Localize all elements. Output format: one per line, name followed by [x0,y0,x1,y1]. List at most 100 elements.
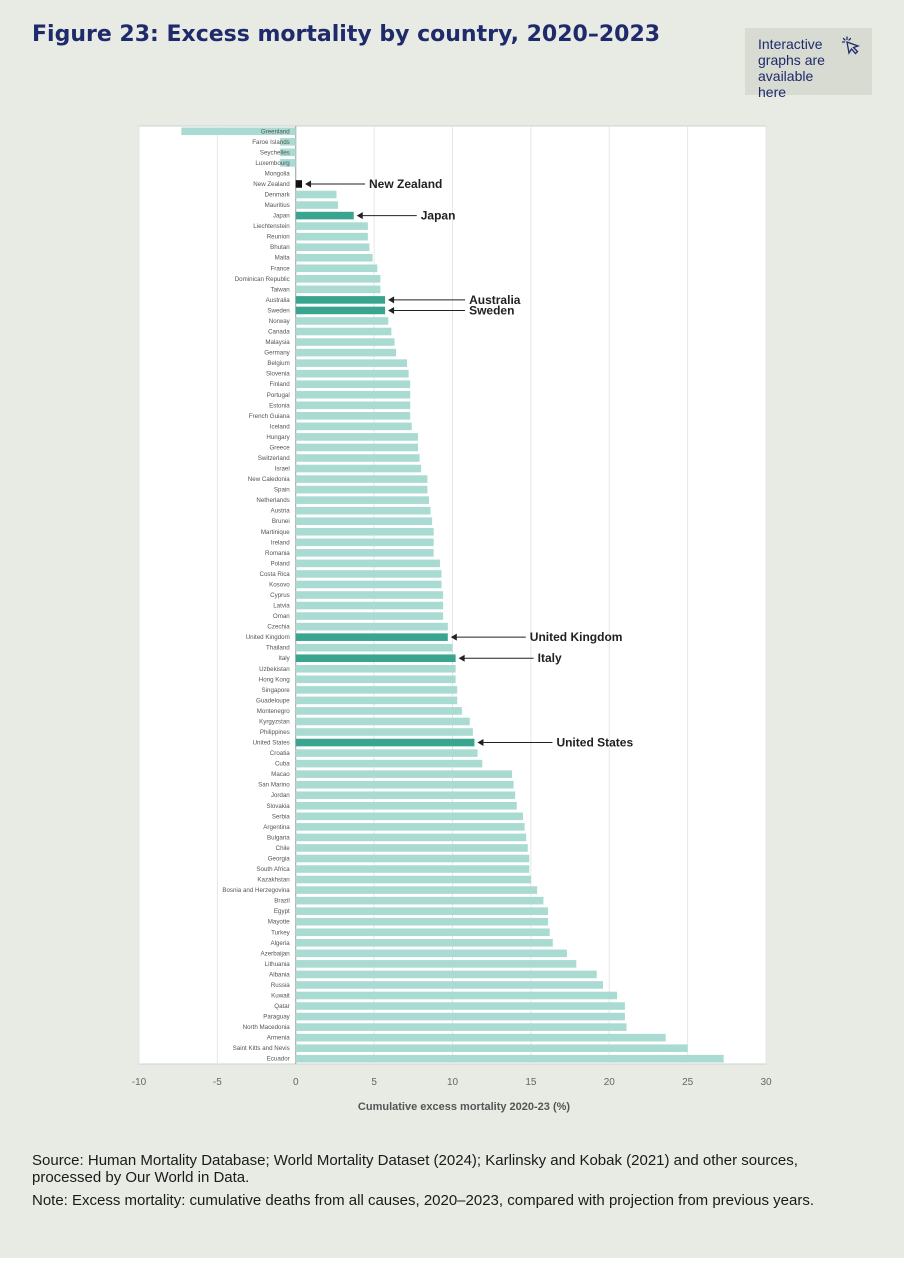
bar-latvia [295,601,444,610]
bar-albania [295,970,597,979]
category-label-guadeloupe: Guadeloupe [256,697,290,704]
annotation-label-sweden: Sweden [469,303,514,317]
bar-faroe-islands [280,138,296,146]
category-labels: Greenland Faroe Islands Seychelles Luxembou… [222,128,290,1062]
category-label-new-zealand: New Zealand [253,181,290,188]
bar-guadeloupe [295,696,458,705]
bar-czechia [295,622,448,631]
category-label-germany: Germany [264,350,290,357]
x-tick-labels: -10 -5 0 5 10 15 20 25 30 [132,1077,772,1088]
category-label-dominican-republic: Dominican Republic [235,276,290,283]
category-label-north-macedonia: North Macedonia [243,1024,291,1031]
bar-malta [295,253,373,262]
bar-north-macedonia [295,1023,627,1031]
bar-martinique [295,527,434,536]
category-label-hungary: Hungary [266,434,290,441]
category-label-costa-rica: Costa Rica [259,571,290,578]
category-label-ireland: Ireland [271,539,290,546]
bar-france [295,264,378,273]
bar-ireland [295,538,434,547]
category-label-algeria: Algeria [270,940,290,947]
annotation-label-italy: Italy [538,651,562,665]
annotation-arrow-united-states [477,739,484,747]
bar-armenia [295,1033,666,1042]
chart-container: Greenland Faroe Islands Seychelles Luxembou… [120,118,788,1118]
category-label-luxembourg: Luxembourg [255,160,290,167]
bar-san-marino [295,780,514,789]
category-label-united-states: United States [253,740,290,747]
bar-united-states [295,738,475,747]
annotation-label-united-kingdom: United Kingdom [530,630,623,644]
category-label-liechtenstein: Liechtenstein [253,223,290,230]
bar-norway [295,317,389,325]
bar-costa-rica [295,570,442,578]
category-label-poland: Poland [270,560,290,567]
bar-poland [295,559,440,568]
category-label-finland: Finland [269,381,290,388]
bar-georgia [295,854,530,863]
category-label-australia: Australia [266,297,291,304]
bar-hungary [295,433,419,441]
bar-uzbekistan [295,664,456,673]
category-label-serbia: Serbia [272,813,290,820]
category-label-paraguay: Paraguay [263,1014,290,1021]
category-label-kyrgyzstan: Kyrgyzstan [259,718,290,725]
category-label-bosnia-and-herzegovina: Bosnia and Herzegovina [222,887,290,894]
category-label-azerbaijan: Azerbaijan [261,950,291,957]
category-label-thailand: Thailand [266,645,290,652]
bar-dominican-republic [295,275,381,283]
bar-mauritius [295,201,339,209]
bar-argentina [295,823,525,831]
annotation-arrow-italy [458,654,465,662]
bar-greenland [181,127,296,136]
category-label-singapore: Singapore [262,687,291,694]
bar-azerbaijan [295,949,567,958]
bar-hong-kong [295,675,456,684]
category-label-bulgaria: Bulgaria [267,834,290,841]
x-axis-label: Cumulative excess mortality 2020-23 (%) [358,1101,570,1113]
x-tick-label: -10 [132,1077,147,1088]
bar-brunei [295,517,433,526]
annotation-arrow-australia [388,296,395,304]
bar-jordan [295,791,516,800]
category-label-qatar: Qatar [274,1003,289,1010]
bar-slovakia [295,801,517,810]
category-label-slovakia: Slovakia [266,803,290,810]
bar-cyprus [295,591,444,599]
category-label-seychelles: Seychelles [260,149,290,156]
bar-romania [295,549,434,557]
category-label-norway: Norway [269,318,291,325]
category-label-malaysia: Malaysia [265,339,290,346]
bar-slovenia [295,369,409,378]
category-label-cyprus: Cyprus [270,592,290,599]
category-label-italy: Italy [278,655,290,662]
bar-egypt [295,907,549,915]
annotation-label-australia: Australia [469,293,521,307]
bar-saint-kitts-and-nevis [295,1044,688,1052]
category-label-switzerland: Switzerland [258,455,291,462]
category-label-kazakhstan: Kazakhstan [257,877,290,884]
category-label-canada: Canada [268,329,290,336]
interactive-graphs-link[interactable]: Interactive graphs are available here [745,28,872,100]
x-tick-label: 10 [447,1077,459,1088]
category-label-denmark: Denmark [265,192,291,199]
bar-algeria [295,939,553,947]
category-label-san-marino: San Marino [258,782,290,789]
bar-luxembourg [280,159,296,167]
category-label-oman: Oman [273,613,290,620]
annotation-arrow-new-zealand [305,180,312,188]
category-label-armenia: Armenia [267,1035,291,1042]
annotation-label-united-states: United States [556,736,633,750]
bar-new-caledonia [295,475,428,483]
category-label-albania: Albania [269,971,290,978]
bar-greece [295,443,419,452]
category-label-slovenia: Slovenia [266,371,290,378]
category-label-russia: Russia [271,982,290,989]
category-label-ecuador: Ecuador [267,1056,290,1063]
bar-brazil [295,896,544,905]
category-label-taiwan: Taiwan [270,286,290,293]
category-label-french-guiana: French Guiana [249,413,290,420]
category-label-romania: Romania [265,550,290,557]
bar-israel [295,464,422,473]
